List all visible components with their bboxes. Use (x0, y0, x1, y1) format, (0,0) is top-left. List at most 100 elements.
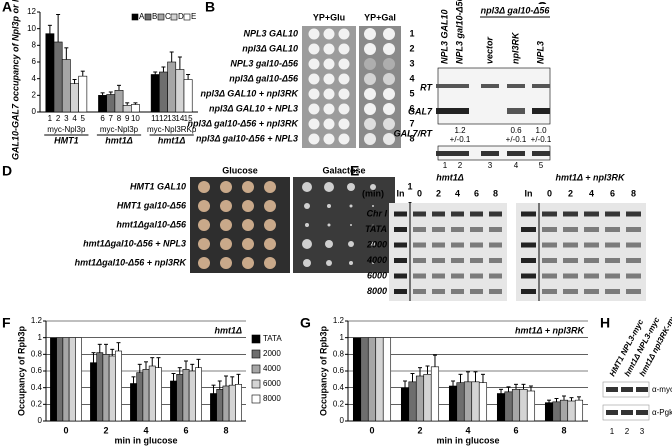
bar (195, 367, 202, 422)
label: 1 (48, 114, 53, 123)
bar (182, 369, 190, 422)
shape (394, 242, 407, 248)
bar (360, 337, 369, 422)
label: 0.6 (510, 126, 522, 135)
label: 12 (27, 7, 36, 16)
label: NPL3 gal10-Δ56 (454, 0, 464, 64)
label: 0.2 (31, 399, 43, 408)
shape (413, 273, 426, 279)
label: 0.2 (333, 399, 345, 408)
bar (430, 366, 440, 422)
colony (371, 242, 375, 246)
shape (584, 273, 599, 279)
shape (413, 258, 426, 263)
colony (364, 118, 376, 130)
label: Occupancy of Rpb3p (16, 325, 26, 416)
bar (131, 104, 140, 113)
label: 2 (625, 427, 630, 436)
shape (563, 273, 578, 279)
colony (220, 219, 232, 231)
shape (470, 211, 483, 217)
label: hmt1Δ (158, 135, 186, 145)
colony (338, 118, 350, 130)
shape (451, 273, 464, 279)
bar (367, 337, 377, 422)
shape (432, 258, 445, 263)
colony (364, 73, 376, 85)
label: Chr I (366, 208, 387, 218)
shape (394, 273, 407, 279)
label: npl3Δ gal10-Δ56 + npl3RK (187, 118, 299, 128)
colony (327, 223, 331, 227)
label: 1.2 (333, 316, 345, 325)
label: 6 (474, 188, 479, 198)
colony (338, 58, 350, 70)
label: myc-Npl3RKp (147, 125, 197, 134)
colony (198, 181, 210, 193)
label: 8 (409, 133, 414, 143)
shape (516, 203, 646, 301)
label: 9 (125, 114, 130, 123)
label: 2000 (366, 239, 387, 249)
bar (142, 369, 150, 422)
label: C (165, 12, 171, 21)
shape (563, 258, 578, 263)
bar (567, 400, 576, 422)
label: α-myc (652, 385, 672, 394)
shape (507, 84, 525, 88)
label: 1 (443, 161, 448, 170)
shape (413, 242, 426, 248)
label: NPL3 gal10-Δ56 (230, 58, 299, 68)
label: 8000 (263, 394, 281, 403)
label: D (178, 12, 184, 21)
shape (481, 84, 499, 88)
colony (364, 28, 376, 40)
colony (324, 182, 334, 192)
label: +/-0.1 (450, 135, 471, 144)
label: hmt1Δgal10-Δ56 + NPL3 (83, 238, 186, 248)
colony (372, 224, 374, 226)
bar (408, 381, 417, 422)
colony (220, 257, 232, 269)
legend-swatch (251, 364, 261, 374)
shape (532, 108, 550, 114)
colony (308, 73, 320, 85)
colony (220, 181, 232, 193)
bar (136, 372, 144, 422)
label: hmt1Δ (105, 135, 133, 145)
shape (489, 211, 502, 217)
shape (584, 289, 599, 294)
label: 2 (568, 188, 573, 198)
colony (304, 203, 310, 209)
label: 4 (32, 74, 37, 83)
label: GAL7 (408, 106, 433, 116)
bar (62, 337, 70, 422)
colony (242, 200, 254, 212)
shape (602, 381, 650, 398)
label: vector (484, 36, 494, 64)
label: 0 (340, 416, 345, 425)
label: 4 (72, 114, 77, 123)
bar (61, 59, 71, 113)
label: NPL3 GAL10 (439, 9, 449, 64)
shape (451, 151, 469, 156)
colony (364, 103, 376, 115)
colony (323, 103, 335, 115)
bar (159, 71, 168, 113)
colony (364, 133, 376, 145)
bar (400, 387, 410, 422)
label: 4 (514, 161, 519, 170)
label: min in glucose (436, 435, 499, 445)
label: npl3Δ GAL10 + npl3RK (201, 88, 300, 98)
colony (370, 184, 376, 190)
bar (216, 389, 224, 422)
shape (470, 258, 483, 263)
colony (349, 261, 353, 265)
label: 1 (340, 333, 345, 342)
shape (626, 258, 641, 263)
label: 15 (184, 114, 193, 123)
shape (436, 151, 454, 156)
bar (375, 337, 384, 422)
label: 6 (610, 188, 615, 198)
label: npl3RK (510, 31, 520, 64)
